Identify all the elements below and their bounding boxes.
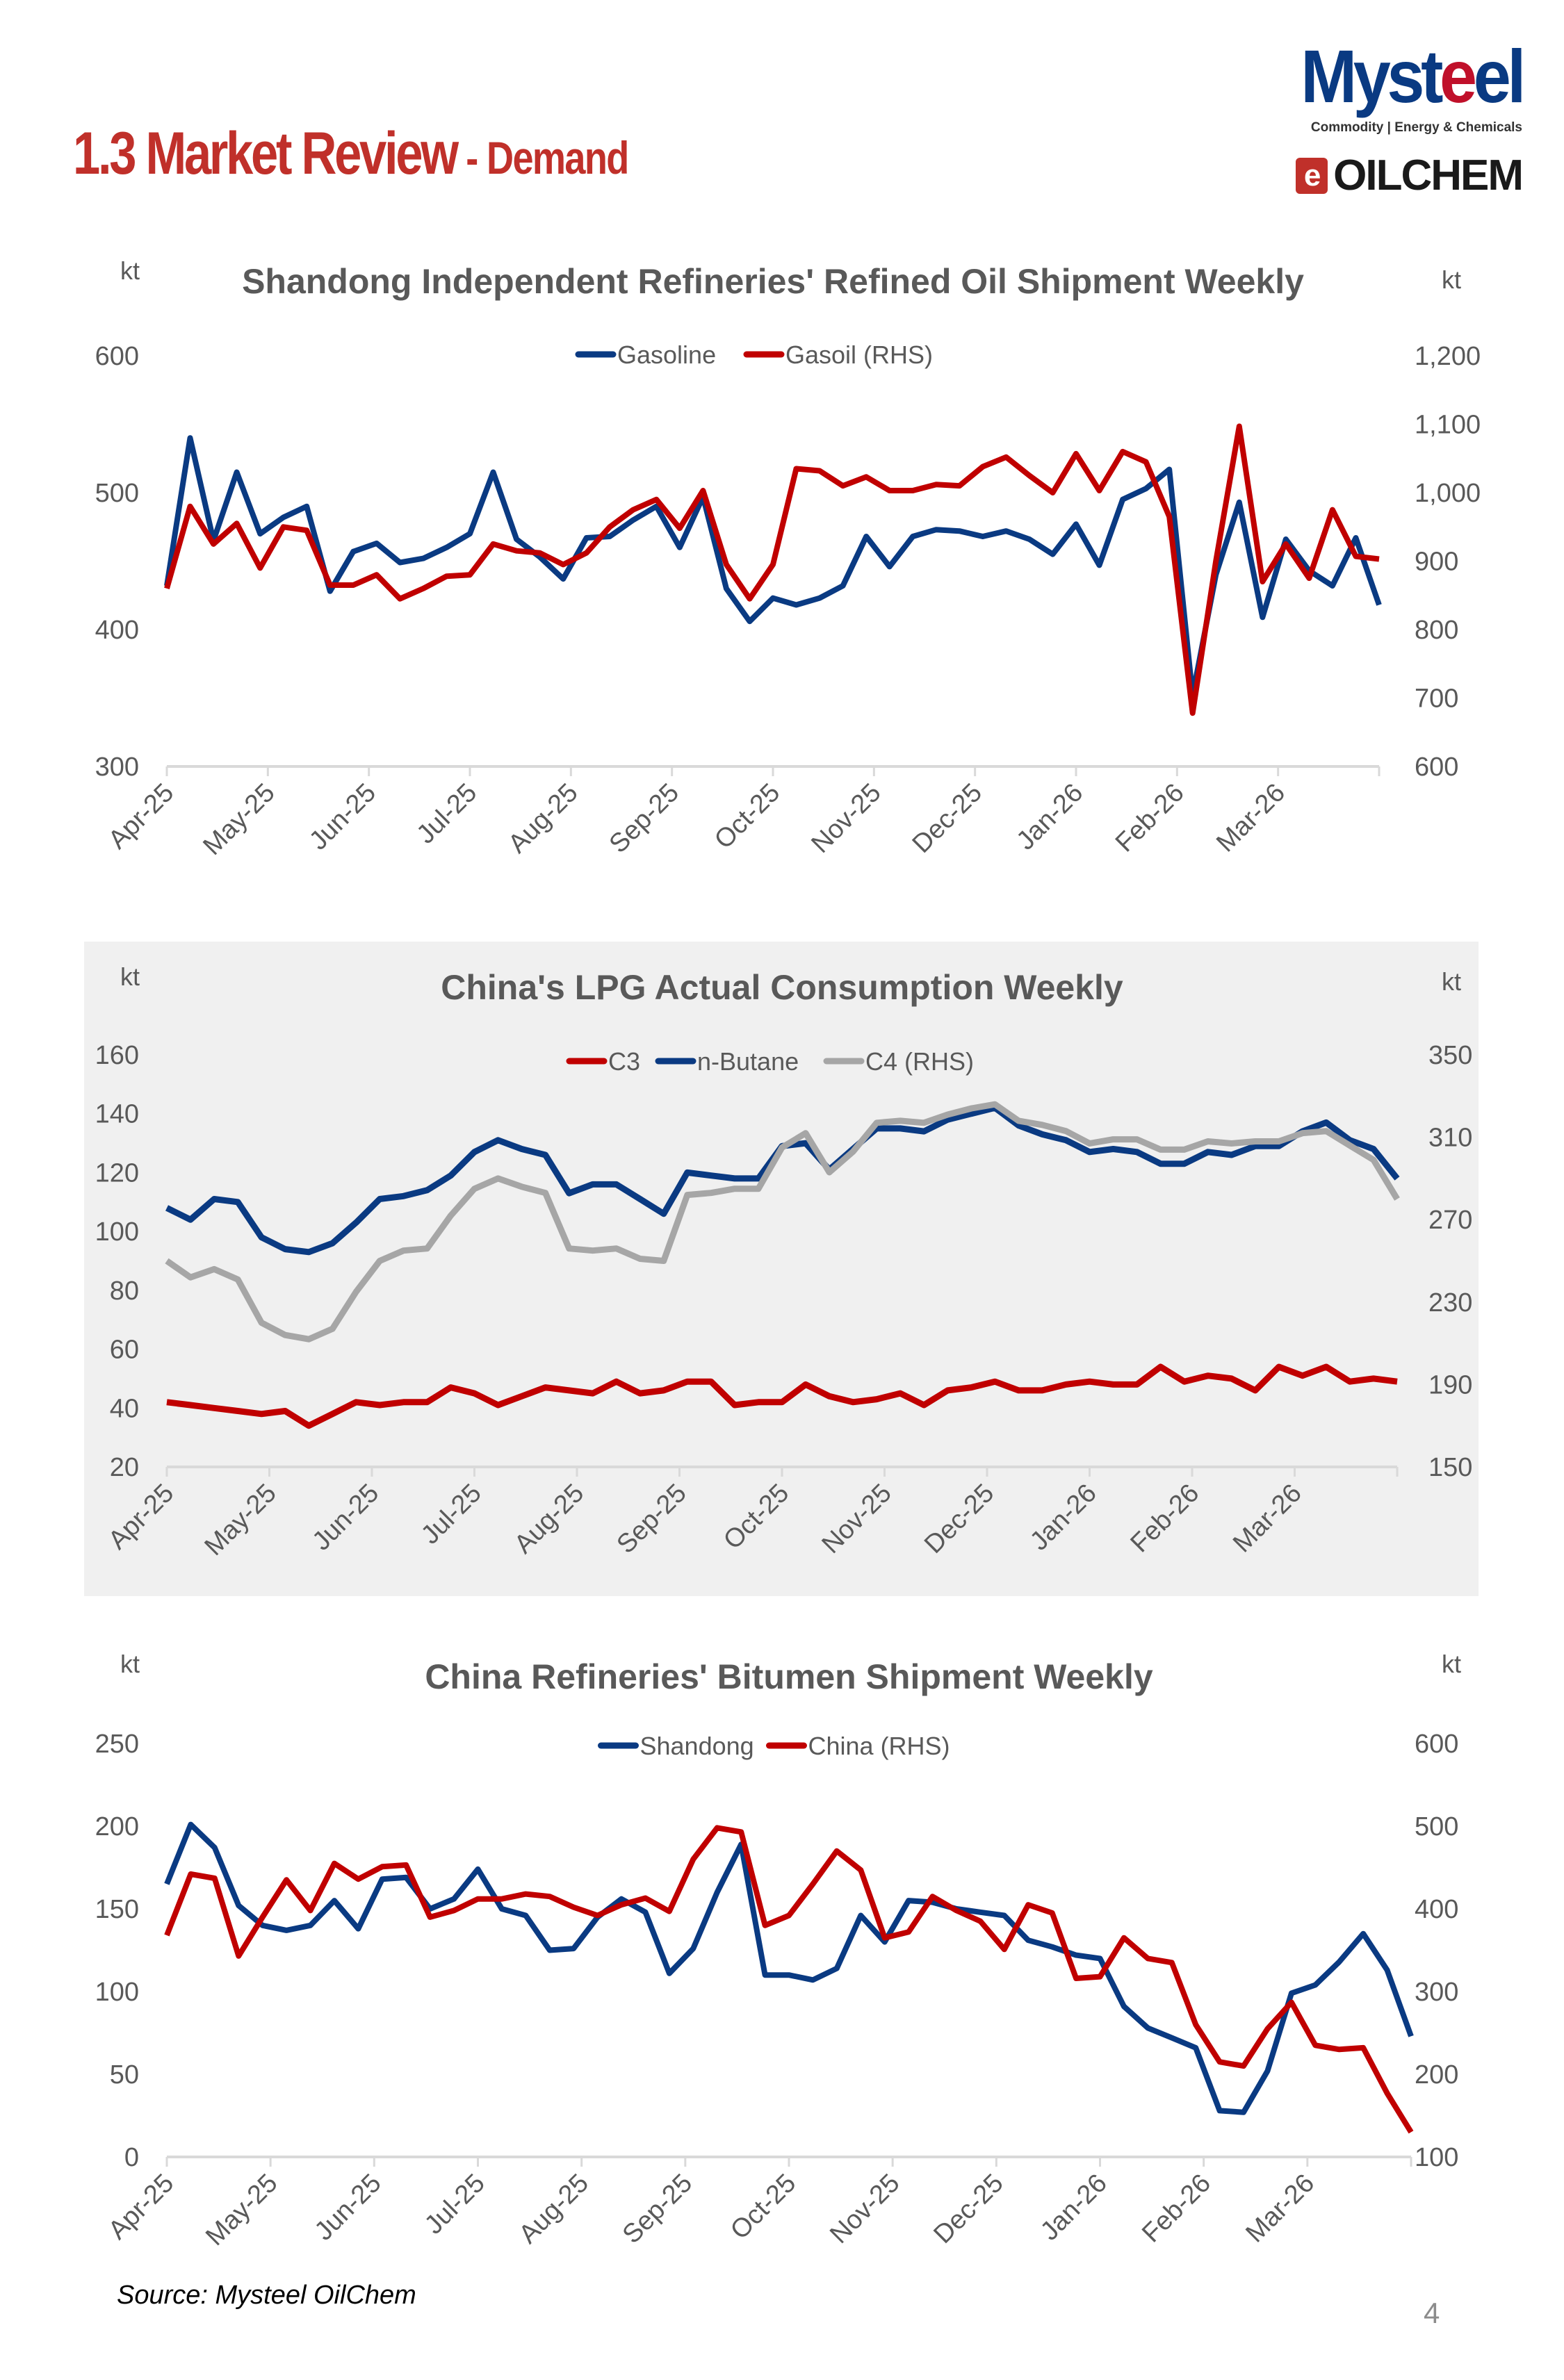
series-line-gasoil-rhs- (164, 423, 1380, 716)
legend-label: Gasoline (617, 340, 716, 369)
right-tick-label: 270 (1428, 1206, 1472, 1235)
right-tick-label: 500 (1415, 1812, 1458, 1841)
x-tick-label: Jul-25 (419, 2169, 491, 2240)
legend-label: n-Butane (697, 1047, 799, 1076)
left-tick-label: 100 (95, 1978, 139, 2007)
x-tick-label: Apr-25 (103, 2169, 179, 2245)
oilchem-mark-icon: e (1296, 157, 1328, 194)
mysteel-logo: Mysteel (1301, 34, 1526, 118)
left-tick-label: 500 (95, 479, 139, 508)
left-tick-label: 100 (95, 1217, 139, 1247)
right-tick-label: 190 (1428, 1370, 1472, 1400)
right-axis-unit: kt (1442, 967, 1461, 996)
chart-title: Shandong Independent Refineries' Refined… (242, 262, 1304, 301)
left-tick-label: 50 (110, 2060, 139, 2090)
left-tick-label: 160 (95, 1041, 139, 1070)
right-tick-label: 300 (1415, 1978, 1458, 2007)
legend-label: C4 (RHS) (865, 1047, 974, 1076)
x-tick-label: May-25 (200, 2169, 283, 2251)
left-tick-label: 0 (124, 2143, 139, 2172)
right-tick-label: 400 (1415, 1895, 1458, 1924)
right-tick-label: 600 (1415, 753, 1458, 782)
legend-label: China (RHS) (808, 1732, 950, 1760)
legend-label: Shandong (640, 1732, 754, 1760)
series-line-c4-rhs- (165, 1101, 1400, 1343)
right-axis-unit: kt (1442, 1650, 1461, 1678)
x-tick-label: Nov-25 (824, 2169, 905, 2249)
chart-background (84, 942, 1479, 1596)
oilchem-text: OILCHEM (1333, 151, 1524, 199)
chart-lpg-consumption: China's LPG Actual Consumption Weekly kt k… (84, 942, 1479, 1596)
legend-label: C3 (608, 1047, 640, 1076)
left-tick-label: 120 (95, 1158, 139, 1188)
right-tick-label: 1,100 (1415, 411, 1481, 440)
x-tick-label: Aug-25 (514, 2169, 594, 2249)
chart-refined-oil-shipment: Shandong Independent Refineries' Refined… (95, 256, 1481, 861)
right-axis-unit: kt (1442, 265, 1461, 294)
page-title: 1.3 Market Review - Demand (73, 120, 629, 188)
right-tick-label: 310 (1428, 1124, 1472, 1153)
x-tick-label: Dec-25 (928, 2169, 1009, 2249)
mysteel-oilchem-logo: Mysteel Commodity | Energy & Chemicals e… (1258, 34, 1526, 200)
legend-label: Gasoil (RHS) (785, 340, 933, 369)
page-number: 4 (1424, 2297, 1440, 2329)
chart-title: China Refineries' Bitumen Shipment Weekl… (425, 1657, 1153, 1696)
left-tick-label: 600 (95, 342, 139, 371)
oilchem-logo: e OILCHEM (1258, 151, 1524, 200)
series-line-shandong (164, 1821, 1414, 2115)
x-tick-label: Feb-26 (1137, 2169, 1216, 2249)
right-tick-label: 100 (1415, 2143, 1458, 2172)
left-axis-unit: kt (120, 1650, 140, 1678)
x-tick-label: Sep-25 (617, 2169, 698, 2249)
series-line-china-rhs- (164, 1825, 1414, 2134)
chart-bitumen-shipment: China Refineries' Bitumen Shipment Weekl… (95, 1650, 1461, 2251)
series-line-c3 (166, 1363, 1398, 1429)
right-tick-label: 600 (1415, 1730, 1458, 1759)
left-tick-label: 200 (95, 1812, 139, 1841)
page-title-sub: - Demand (456, 132, 629, 183)
source-note: Source: Mysteel OilChem (117, 2281, 416, 2310)
left-tick-label: 60 (110, 1336, 139, 1365)
right-tick-label: 700 (1415, 684, 1458, 714)
left-axis-unit: kt (120, 256, 140, 285)
left-axis-unit: kt (120, 962, 140, 991)
x-tick-label: Jun-25 (309, 2169, 387, 2247)
chart-title: China's LPG Actual Consumption Weekly (441, 968, 1123, 1007)
logo-tagline: Commodity | Energy & Chemicals (1310, 120, 1522, 135)
right-tick-label: 900 (1415, 548, 1458, 577)
x-tick-label: Oct-25 (725, 2169, 801, 2245)
left-tick-label: 300 (95, 753, 139, 782)
x-tick-label: Mar-26 (1240, 2169, 1320, 2249)
right-tick-label: 1,200 (1415, 342, 1481, 371)
left-tick-label: 40 (110, 1394, 139, 1423)
left-tick-label: 250 (95, 1730, 139, 1759)
page-title-main: 1.3 Market Review (73, 120, 459, 187)
series-line-gasoline (164, 435, 1382, 698)
left-tick-label: 400 (95, 616, 139, 645)
right-tick-label: 800 (1415, 616, 1458, 645)
right-tick-label: 350 (1428, 1041, 1472, 1070)
right-tick-label: 230 (1428, 1288, 1472, 1318)
left-tick-label: 140 (95, 1100, 139, 1129)
right-tick-label: 150 (1428, 1453, 1472, 1482)
right-tick-label: 1,000 (1415, 479, 1481, 508)
right-tick-label: 200 (1415, 2060, 1458, 2090)
x-tick-label: Jan-26 (1035, 2169, 1113, 2247)
left-tick-label: 80 (110, 1277, 139, 1306)
left-tick-label: 20 (110, 1453, 139, 1482)
left-tick-label: 150 (95, 1895, 139, 1924)
